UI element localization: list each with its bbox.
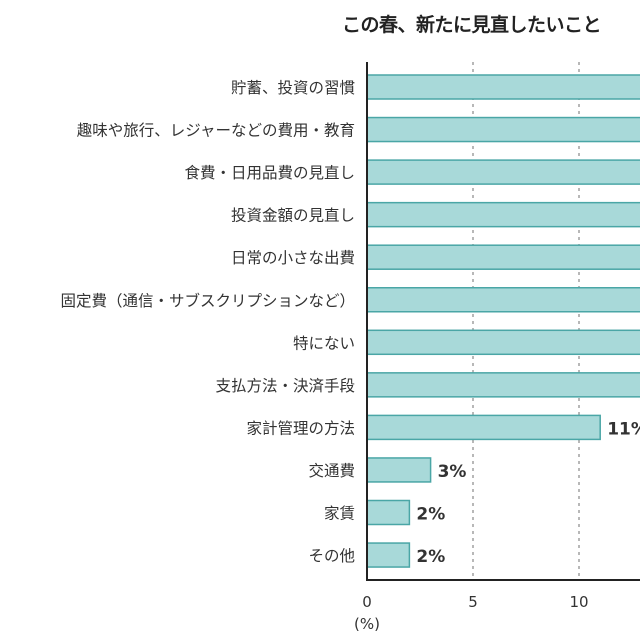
data-label: 3% <box>438 462 467 482</box>
bar <box>366 201 640 228</box>
x-tick-label: 0 <box>362 593 372 611</box>
category-label: 食費・日用品費の見直し <box>184 164 355 182</box>
bar <box>366 244 640 270</box>
bar <box>366 74 640 100</box>
category-label: 家計管理の方法 <box>246 419 355 437</box>
x-axis-label: (%) <box>354 615 380 633</box>
bar <box>366 414 601 441</box>
category-label: その他 <box>308 547 355 565</box>
category-label: 特にない <box>293 334 355 352</box>
bar <box>366 372 640 398</box>
bar <box>366 457 432 483</box>
bar <box>366 542 411 568</box>
category-label: 投資金額の見直し <box>231 207 355 225</box>
category-label: 趣味や旅行、レジャーなどの費用・教育 <box>77 122 355 140</box>
data-label: 2% <box>416 547 445 567</box>
category-label: 交通費 <box>308 462 355 480</box>
bar <box>366 159 640 185</box>
x-tick-label: 10 <box>569 593 588 611</box>
chart-title: この春、新たに見直したいこと <box>342 14 602 36</box>
data-label: 11% <box>607 419 640 439</box>
category-label: 支払方法・決済手段 <box>215 377 355 395</box>
category-label: 貯蓄、投資の習慣 <box>231 79 355 97</box>
bar <box>366 329 640 356</box>
category-label: 固定費（通信・サブスクリプションなど） <box>60 291 355 310</box>
category-label: 日常の小さな出費 <box>231 249 355 267</box>
bar <box>366 116 640 143</box>
bar <box>366 287 640 313</box>
bar <box>366 499 411 526</box>
category-label: 家賃 <box>324 505 355 523</box>
x-tick-label: 5 <box>468 593 478 611</box>
data-label: 2% <box>416 505 445 525</box>
